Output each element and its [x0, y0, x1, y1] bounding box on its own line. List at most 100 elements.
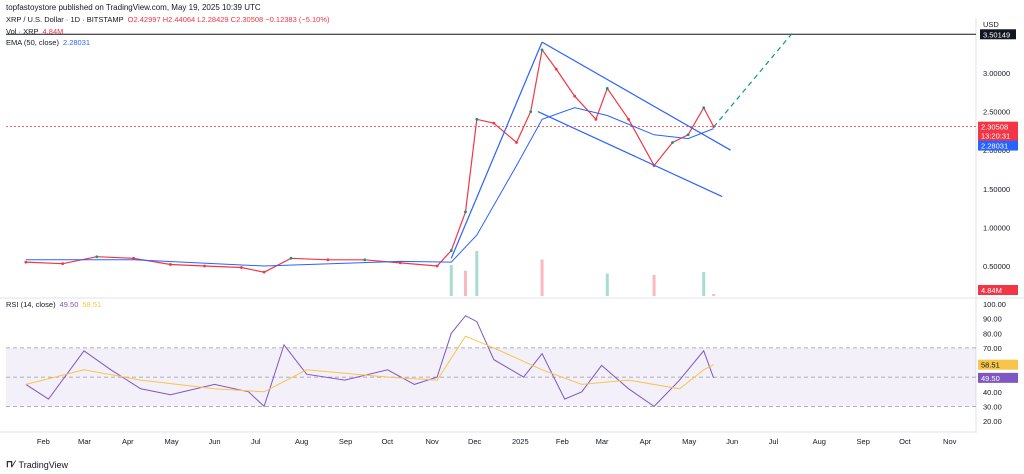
price-point: [326, 258, 330, 262]
rsi-tick-label: 80.00: [983, 329, 1002, 338]
volume-value: 4.84M: [42, 27, 64, 36]
volume-bar: [449, 265, 453, 296]
resistance-badge: [980, 29, 1016, 40]
rsi-badge-bg: [978, 372, 1018, 383]
volume-bar: [712, 294, 716, 296]
price-tick-label: 1.50000: [983, 185, 1010, 194]
price-tick-label: 2.50000: [983, 108, 1010, 117]
time-tick-label: Sep: [857, 437, 870, 446]
price-point: [605, 87, 609, 90]
price-point: [262, 270, 266, 274]
ema-line: [25, 107, 714, 267]
rsi-line: [25, 315, 715, 408]
volume-bar: [652, 274, 656, 296]
ema-label: EMA (50, close): [6, 38, 59, 47]
price-point: [398, 261, 402, 265]
time-tick-label: Jun: [726, 437, 738, 446]
volume-bar: [540, 259, 544, 296]
price-point: [240, 266, 243, 269]
target-projection-line: [713, 30, 795, 128]
price-point: [554, 67, 558, 71]
price-point: [492, 121, 496, 125]
price-tick-label: 3.00000: [983, 69, 1010, 78]
price-badge-bg: [978, 121, 1018, 142]
rsi-tick-label: 70.00: [983, 344, 1002, 353]
price-point: [289, 256, 293, 260]
rsi-label: RSI (14, close): [6, 300, 56, 309]
price-point: [702, 106, 706, 110]
time-tick-label: Jun: [208, 437, 220, 446]
rsi-legend[interactable]: RSI (14, close) 49.50 58.51: [6, 300, 101, 309]
price-point: [594, 117, 598, 121]
time-tick-label: 2025: [512, 437, 529, 446]
channel-lower-line: [537, 111, 723, 198]
symbol-title[interactable]: XRP / U.S. Dollar · 1D · BITSTAMP: [6, 15, 124, 24]
price-point: [515, 141, 518, 144]
volume-label: Vol · XRP: [6, 27, 39, 36]
rsi-tick-label: 90.00: [983, 315, 1002, 324]
ema-legend[interactable]: EMA (50, close) 2.28031: [6, 38, 90, 47]
price-point: [132, 256, 136, 260]
time-tick-label: Nov: [943, 437, 957, 446]
rsi-tick-label: 30.00: [983, 402, 1002, 411]
time-tick-label: Aug: [813, 437, 826, 446]
channel-upper-line: [541, 41, 731, 151]
price-point: [449, 249, 453, 252]
volume-bar: [475, 251, 479, 296]
price-point: [686, 133, 690, 137]
rsi-tick-label: 100.00: [983, 300, 1006, 309]
uptrend-line: [450, 41, 543, 259]
price-point: [363, 258, 367, 262]
rsi-ma-line: [25, 335, 714, 393]
vol-badge-bg: [978, 285, 1018, 295]
price-point: [24, 260, 28, 264]
price-tick-label: 2.00000: [983, 146, 1010, 155]
ema-value: 2.28031: [62, 38, 91, 47]
price-point: [95, 255, 99, 259]
rsi-badge: 49.50: [981, 374, 1000, 383]
volume-bar: [463, 270, 467, 296]
time-tick-label: Oct: [381, 437, 394, 446]
currency-label: USD: [983, 20, 999, 29]
publisher-line: topfastoystore published on TradingView.…: [6, 3, 261, 12]
time-tick-label: Apr: [122, 437, 134, 446]
price-badge: 2.30508: [981, 123, 1008, 132]
price-point: [540, 48, 544, 52]
vol-badge: 4.84M: [981, 286, 1002, 295]
time-tick-label: Apr: [640, 437, 652, 446]
time-tick-label: Oct: [899, 437, 912, 446]
price-point: [627, 117, 630, 121]
time-tick-label: Jul: [769, 437, 779, 446]
time-tick-label: Mar: [78, 437, 91, 446]
price-tick-label: 1.00000: [983, 223, 1010, 232]
time-tick-label: Feb: [37, 437, 50, 446]
symbol-legend: XRP / U.S. Dollar · 1D · BITSTAMP O2.429…: [6, 15, 330, 24]
price-tick-label: 3.50149: [983, 30, 1010, 39]
ema-badge: 2.28031: [981, 142, 1008, 151]
price-point: [529, 110, 533, 113]
rsi-tick-label: 20.00: [983, 417, 1002, 426]
price-point: [203, 264, 206, 268]
tradingview-logo-icon: ⊓⁄: [6, 459, 15, 469]
ema-badge-bg: [978, 140, 1018, 151]
time-tick-label: Feb: [556, 437, 569, 446]
time-tick-label: Jul: [251, 437, 261, 446]
time-tick-label: Dec: [468, 437, 482, 446]
price-point: [464, 210, 467, 214]
price-point: [169, 263, 172, 266]
footer-brand: TradingView: [18, 459, 69, 470]
rsi-ma-badge: 58.51: [981, 361, 1000, 370]
price-series-line: [25, 48, 715, 273]
time-tick-label: Sep: [339, 437, 352, 446]
price-countdown: 13:20:31: [981, 132, 1010, 141]
rsi-ma-value: 58.51: [82, 300, 102, 309]
price-tick-label: 0.50000: [983, 262, 1010, 271]
ohlc-values: O2.42997 H2.44064 L2.28429 C2.30508 −0.1…: [127, 15, 330, 24]
rsi-tick-label: 40.00: [983, 388, 1002, 397]
time-tick-label: May: [165, 437, 179, 446]
volume-legend[interactable]: Vol · XRP 4.84M: [6, 27, 63, 36]
volume-bar: [702, 272, 706, 296]
price-point: [671, 141, 674, 144]
price-point: [61, 262, 65, 266]
